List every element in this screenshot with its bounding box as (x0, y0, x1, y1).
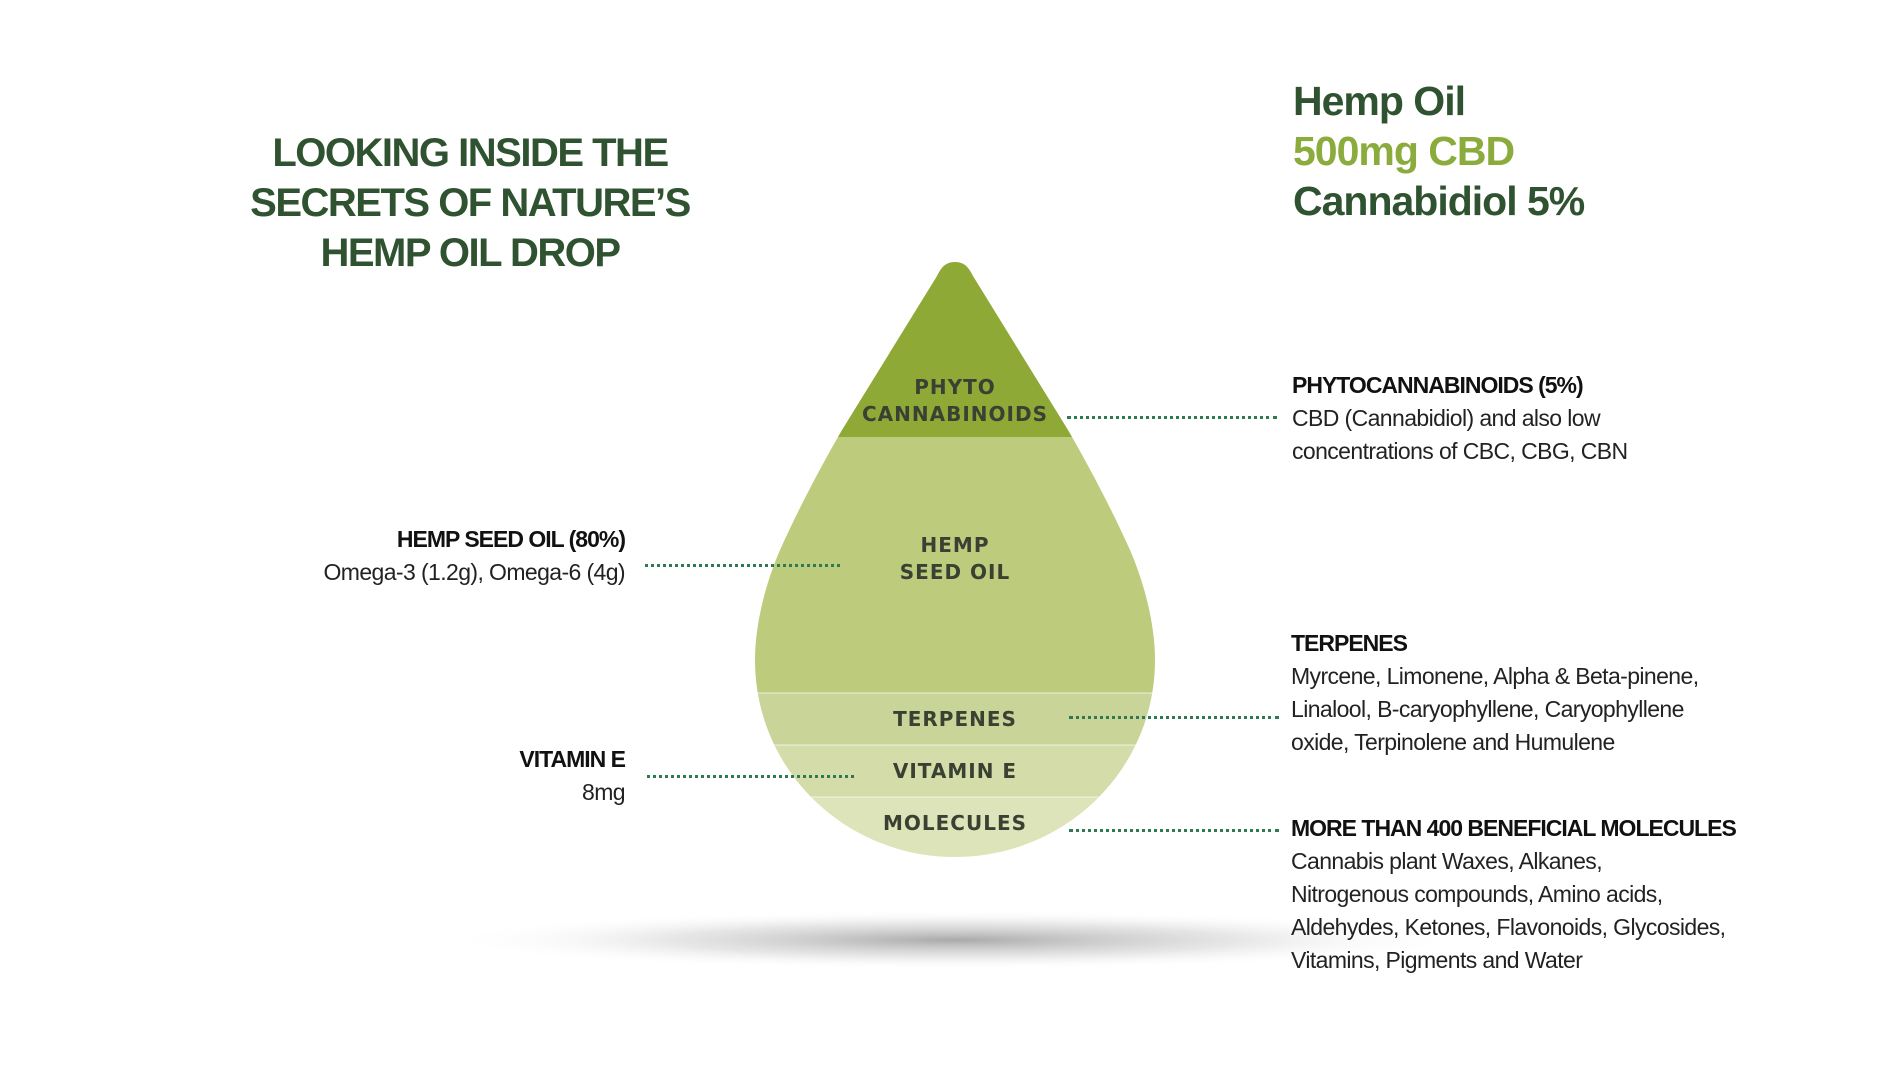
annotation-text: Linalool, B-caryophyllene, Caryophyllene (1291, 696, 1684, 722)
drop-label-seed-oil-line1: HEMP (920, 533, 990, 557)
drop-shadow (445, 910, 1465, 970)
product-name: Hemp Oil (1293, 78, 1466, 124)
leader-line-terpenes (1069, 716, 1279, 719)
leader-line-phyto (1067, 416, 1277, 419)
annotation-terpenes: TERPENES Myrcene, Limonene, Alpha & Beta… (1291, 627, 1699, 759)
annotation-text: Omega-3 (1.2g), Omega-6 (4g) (323, 559, 626, 585)
drop-label-phyto-line1: PHYTO (914, 375, 996, 399)
drop-label-seed-oil: HEMP SEED OIL (805, 532, 1105, 586)
drop-label-vitamin-e: VITAMIN E (892, 759, 1018, 783)
annotation-text: Cannabis plant Waxes, Alkanes, (1291, 848, 1603, 874)
drop-label-seed-oil-line2: SEED OIL (899, 560, 1011, 584)
product-concentration: Cannabidiol 5% (1293, 178, 1585, 224)
product-heading: Hemp Oil 500mg CBD Cannabidiol 5% (1293, 76, 1585, 226)
annotation-text: concentrations of CBC, CBG, CBN (1292, 438, 1628, 464)
layer-terpenes (755, 693, 1155, 745)
annotation-text: Nitrogenous compounds, Amino acids, (1291, 881, 1663, 907)
annotation-text: Vitamins, Pigments and Water (1291, 947, 1583, 973)
drop-label-phyto: PHYTO CANNABINOIDS (805, 374, 1105, 428)
leader-line-seed-oil (645, 564, 840, 567)
page-title: LOOKING INSIDE THE SECRETS OF NATURE’S H… (200, 128, 740, 278)
layer-molecules (755, 797, 1155, 857)
annotation-vitamin-e: VITAMIN E 8mg (325, 743, 626, 809)
annotation-text: oxide, Terpinolene and Humulene (1291, 729, 1615, 755)
annotation-heading: HEMP SEED OIL (80%) (396, 526, 626, 552)
annotation-hemp-seed-oil: HEMP SEED OIL (80%) Omega-3 (1.2g), Omeg… (225, 523, 627, 589)
product-cbd-amount: 500mg CBD (1293, 128, 1515, 174)
layer-vitamin-e (755, 745, 1155, 797)
annotation-molecules: MORE THAN 400 BENEFICIAL MOLECULES Canna… (1291, 812, 1737, 977)
drop-label-molecules: MOLECULES (882, 811, 1028, 835)
drop-label-terpenes: TERPENES (893, 707, 1017, 731)
annotation-text: Aldehydes, Ketones, Flavonoids, Glycosid… (1291, 914, 1726, 940)
leader-line-vitamin-e (647, 775, 854, 778)
drop-label-phyto-line2: CANNABINOIDS (862, 402, 1048, 426)
annotation-text: 8mg (582, 779, 626, 805)
title-line-2: SECRETS OF NATURE’S (250, 181, 691, 225)
annotation-heading: TERPENES (1291, 630, 1408, 656)
leader-line-molecules (1069, 829, 1279, 832)
annotation-heading: PHYTOCANNABINOIDS (5%) (1292, 372, 1584, 398)
annotation-text: CBD (Cannabidiol) and also low (1292, 405, 1601, 431)
annotation-heading: MORE THAN 400 BENEFICIAL MOLECULES (1291, 815, 1737, 841)
annotation-heading: VITAMIN E (519, 746, 626, 772)
annotation-phytocannabinoids: PHYTOCANNABINOIDS (5%) CBD (Cannabidiol)… (1292, 369, 1628, 468)
annotation-text: Myrcene, Limonene, Alpha & Beta-pinene, (1291, 663, 1699, 689)
title-line-3: HEMP OIL DROP (320, 231, 621, 275)
title-line-1: LOOKING INSIDE THE (272, 131, 669, 175)
